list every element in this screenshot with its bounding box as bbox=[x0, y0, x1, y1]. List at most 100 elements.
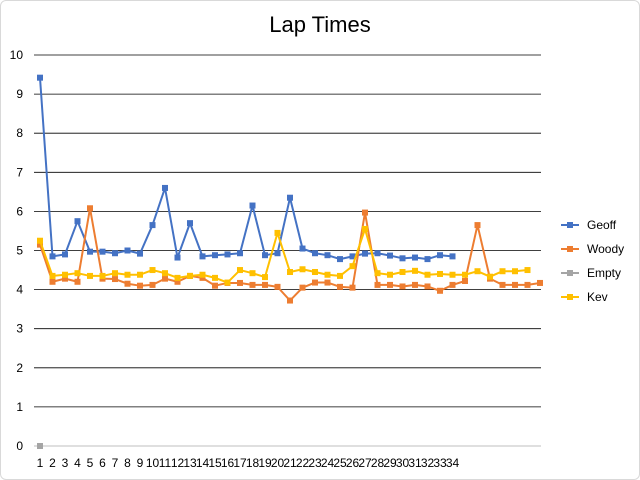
x-tick-label: 27 bbox=[358, 456, 372, 470]
data-point-geoff bbox=[312, 250, 318, 257]
data-point-woody bbox=[274, 283, 281, 290]
y-tick-label: 1 bbox=[16, 400, 23, 414]
data-point-kev bbox=[224, 279, 231, 286]
data-point-kev bbox=[274, 229, 281, 236]
x-tick-label: 14 bbox=[196, 456, 210, 470]
x-tick-label: 31 bbox=[408, 456, 422, 470]
data-point-woody bbox=[49, 278, 56, 285]
data-point-kev bbox=[149, 267, 156, 274]
data-point-geoff bbox=[262, 252, 268, 259]
data-point-kev bbox=[449, 271, 456, 278]
data-point-woody bbox=[462, 277, 468, 284]
data-point-woody bbox=[112, 276, 118, 283]
data-point-geoff bbox=[374, 250, 381, 257]
data-point-kev bbox=[287, 269, 293, 276]
series-empty bbox=[37, 443, 43, 449]
legend-swatch-marker bbox=[567, 222, 573, 228]
data-point-geoff bbox=[162, 184, 168, 191]
y-tick-label: 6 bbox=[16, 204, 23, 218]
data-point-woody bbox=[424, 283, 431, 290]
series-kev bbox=[37, 225, 531, 286]
data-point-geoff bbox=[362, 250, 368, 257]
legend-swatch-marker bbox=[567, 294, 573, 300]
data-point-woody bbox=[362, 209, 368, 216]
x-tick-label: 9 bbox=[137, 456, 144, 470]
x-tick-label: 30 bbox=[396, 456, 410, 470]
y-tick-label: 10 bbox=[10, 48, 24, 62]
data-point-geoff bbox=[112, 250, 118, 257]
data-point-woody bbox=[474, 222, 481, 229]
y-axis-ticks: 0 1 2 3 4 5 6 7 8 9 10 bbox=[10, 48, 24, 453]
legend-label: Woody bbox=[587, 242, 624, 256]
data-point-kev bbox=[387, 271, 393, 278]
data-point-geoff bbox=[87, 248, 93, 255]
data-point-kev bbox=[349, 263, 356, 270]
data-point-geoff bbox=[299, 245, 306, 252]
x-tick-label: 19 bbox=[258, 456, 272, 470]
data-point-kev bbox=[324, 271, 331, 278]
x-tick-label: 15 bbox=[208, 456, 222, 470]
y-tick-label: 3 bbox=[16, 322, 23, 336]
data-point-geoff bbox=[62, 251, 68, 258]
data-point-geoff bbox=[199, 253, 206, 260]
data-point-woody bbox=[37, 241, 43, 248]
legend-item-geoff: Geoff bbox=[561, 218, 617, 232]
data-point-woody bbox=[249, 281, 256, 288]
legend: Geoff Woody Empty Kev bbox=[561, 218, 624, 304]
legend-label: Empty bbox=[587, 266, 621, 280]
data-point-geoff bbox=[274, 250, 281, 257]
data-point-geoff bbox=[237, 250, 243, 257]
x-tick-label: 34 bbox=[446, 456, 460, 470]
data-point-woody bbox=[337, 283, 343, 290]
grid-lines bbox=[34, 54, 541, 447]
data-point-kev bbox=[199, 271, 206, 278]
x-tick-label: 22 bbox=[296, 456, 310, 470]
data-point-kev bbox=[337, 272, 343, 279]
x-tick-label: 2 bbox=[49, 456, 56, 470]
x-tick-label: 8 bbox=[124, 456, 131, 470]
x-tick-label: 28 bbox=[371, 456, 385, 470]
x-tick-label: 18 bbox=[246, 456, 260, 470]
legend-swatch-marker bbox=[567, 270, 573, 276]
series-geoff bbox=[37, 74, 456, 263]
series-lines bbox=[37, 74, 543, 449]
data-point-geoff bbox=[387, 252, 393, 259]
data-point-kev bbox=[124, 271, 131, 278]
data-point-woody bbox=[524, 281, 531, 288]
x-tick-label: 12 bbox=[171, 456, 185, 470]
data-point-kev bbox=[487, 273, 493, 280]
data-point-kev bbox=[362, 225, 368, 232]
series-line-kev bbox=[39, 227, 528, 284]
data-point-woody bbox=[149, 281, 156, 288]
data-point-woody bbox=[162, 275, 168, 282]
data-point-kev bbox=[524, 267, 531, 274]
x-tick-label: 6 bbox=[99, 456, 106, 470]
legend-item-empty: Empty bbox=[561, 266, 621, 280]
data-point-geoff bbox=[149, 222, 156, 229]
data-point-woody bbox=[449, 281, 456, 288]
y-tick-label: 8 bbox=[16, 126, 23, 140]
chart-title: Lap Times bbox=[269, 12, 371, 37]
x-tick-label: 11 bbox=[159, 456, 172, 470]
x-tick-label: 7 bbox=[112, 456, 119, 470]
data-point-kev bbox=[312, 269, 318, 276]
data-point-woody bbox=[312, 279, 318, 286]
x-tick-label: 23 bbox=[308, 456, 322, 470]
data-point-woody bbox=[537, 279, 543, 286]
data-point-geoff bbox=[287, 194, 293, 201]
data-point-woody bbox=[137, 282, 143, 289]
data-point-kev bbox=[137, 271, 143, 278]
x-tick-label: 21 bbox=[283, 456, 297, 470]
y-tick-label: 9 bbox=[16, 87, 23, 101]
data-point-kev bbox=[62, 271, 68, 278]
data-point-geoff bbox=[74, 218, 81, 225]
legend-item-woody: Woody bbox=[561, 242, 624, 256]
data-point-kev bbox=[237, 267, 243, 274]
x-tick-label: 20 bbox=[271, 456, 285, 470]
data-point-kev bbox=[37, 237, 43, 244]
data-point-woody bbox=[437, 287, 443, 294]
series-line-geoff bbox=[39, 77, 453, 261]
data-point-kev bbox=[99, 272, 106, 279]
data-point-geoff bbox=[174, 254, 181, 261]
data-point-kev bbox=[462, 271, 468, 278]
